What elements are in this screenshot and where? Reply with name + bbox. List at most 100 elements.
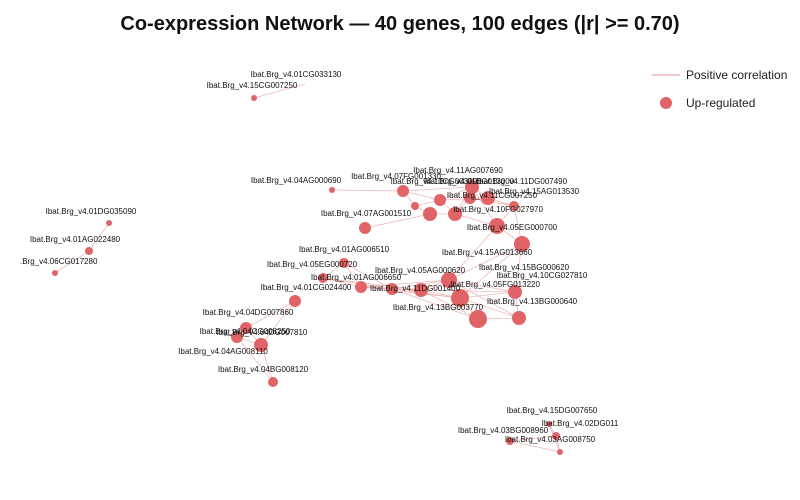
edge-ibat-brg-v4-07fg001330-ibat-brg-v4-11ag007690 <box>402 186 473 192</box>
node-ibat-brg-v4-05fg013220[interactable] <box>451 289 469 307</box>
node-ibat-brg-v4-13bg000640[interactable] <box>512 311 526 325</box>
node-label-ibat-brg-v4-13bg000640: Ibat.Brg_v4.13BG000640 <box>487 297 578 306</box>
node-ibat-brg-v4-07fg001330[interactable] <box>397 185 409 197</box>
node-ibat-brg-v4-01ag006510[interactable] <box>359 222 371 234</box>
node-ibat-brg-v4-02dg011[interactable] <box>552 432 560 440</box>
chart-title: Co-expression Network — 40 genes, 100 ed… <box>120 13 679 35</box>
node-label-ibat-brg-v4-01ag022480: Ibat.Brg_v4.01AG022480 <box>30 235 121 244</box>
node-label-ibat-brg-v4-04ag008110: Ibat.Brg_v4.04AG008110 <box>178 347 268 356</box>
node-ibat-brg-v4-04dg007810[interactable] <box>254 338 268 352</box>
node-ibat-brg-v4-15dg007650[interactable] <box>546 421 552 427</box>
node-label-ibat-brg-v4-15cg007250: Ibat.Brg_v4.15CG007250 <box>207 81 298 90</box>
node-ibat-brg-v4-11ag007690[interactable] <box>465 180 479 194</box>
node-ibat-brg-v4-10cg003000[interactable] <box>411 202 419 210</box>
edge-ibat-brg-v4-03bg008960-ibat-brg-v4-02dg011 <box>509 435 557 442</box>
node-ibat-brg-v4-03ag008750[interactable] <box>557 449 563 455</box>
node-label-ibat-brg-v4-01cg024400: Ibat.Brg_v4.01CG024400 <box>261 283 352 292</box>
node-label-ibat-brg-v4-03ag008750: Ibat.Brg_v4.03AG008750 <box>505 435 596 444</box>
edge-ibat-brg-v4-04dg007860-ibat-brg-v4-04cg008250 <box>245 300 296 329</box>
node-layer <box>52 95 563 455</box>
node-label-ibat-brg-v4-15ag013660: Ibat.Brg_v4.15AG013660 <box>442 248 533 257</box>
node-ibat-brg-v4-01ag022480[interactable] <box>85 247 93 255</box>
node-label-ibat-brg-v4-01ag006650: Ibat.Brg_v4.01AG006650 <box>311 273 402 282</box>
node-label-ibat-brg-v4-02dg011: Ibat.Brg_v4.02DG011 <box>542 419 619 428</box>
node-ibat-brg-v4-11dg007490[interactable] <box>481 191 495 205</box>
node-label-ibat-brg-v4-15bg000620: Ibat.Brg_v4.15BG000620 <box>479 263 570 272</box>
node-ibat-brg-v4-01cg024400[interactable] <box>355 281 367 293</box>
node-label-ibat-brg-v4-01ag006510: Ibat.Brg_v4.01AG006510 <box>299 245 390 254</box>
edge-ibat-brg-v4-01ag022480-ibat-brg-v4-01dg035090 <box>88 222 110 252</box>
edge-ibat-brg-v4-04ag000690-ibat-brg-v4-07fg001330 <box>331 189 404 192</box>
edge-ibat-brg-v4-15ag013660-ibat-brg-v4-15bg000620 <box>448 243 523 281</box>
legend-label-up: Up-regulated <box>686 96 755 110</box>
node-ibat-brg-v4-13bg003770[interactable] <box>469 310 487 328</box>
node-label-ibat-brg-v4-07fg001330: Ibat.Brg_v4.07FG001330 <box>351 172 441 181</box>
legend-dot-swatch <box>660 97 672 109</box>
node-label-ibat-brg-v4-10cg003000: Ibat.Brg_v4.10CG003000 <box>391 177 482 186</box>
edge-ibat-brg-v4-15ag013660-ibat-brg-v4-05fg013220 <box>459 243 523 299</box>
node-ibat-brg-v4-04dg007860[interactable] <box>289 295 301 307</box>
node-label-ibat-brg-v4-11ag007690: Ibat.Brg_v4.11AG007690 <box>413 166 503 175</box>
node-ibat-brg-v4-15bg000620[interactable] <box>441 272 457 288</box>
edge-ibat-brg-v4-05eg000700-ibat-brg-v4-15bg000620 <box>448 225 498 281</box>
node-ibat-brg-v4-15ag013530[interactable] <box>509 201 519 211</box>
edge-ibat-brg-v4-04dg007860-ibat-brg-v4-04dg007810 <box>260 300 296 346</box>
node-ibat-brg-v4-01ag006650[interactable] <box>318 273 328 283</box>
node-label-ibat-brg-v4-04ag000690: Ibat.Brg_v4.04AG000690 <box>251 176 342 185</box>
node-ibat-brg-v4-04bg008120[interactable] <box>268 377 278 387</box>
node-ibat-brg-v4-15ag013660[interactable] <box>514 236 530 252</box>
node-label-ibat-brg-v4-01dg035090: Ibat.Brg_v4.01DG035090 <box>46 207 137 216</box>
node-label-ibat-brg-v4-13bg003770: Ibat.Brg_v4.13BG003770 <box>393 303 484 312</box>
node-ibat-brg-v4-06cg017280[interactable] <box>52 270 58 276</box>
node-ibat-brg-v4-11dg001400[interactable] <box>414 283 428 297</box>
node-label-ibat-brg-v4-15dg007650: Ibat.Brg_v4.15DG007650 <box>507 406 598 415</box>
edge-ibat-brg-v4-05fg013220-ibat-brg-v4-13bg000640 <box>459 297 520 319</box>
edge-ibat-brg-v4-07fg001330-ibat-brg-v4-01eg013000 <box>402 190 441 201</box>
edge-ibat-brg-v4-01ag006650-ibat-brg-v4-11dg001400 <box>322 277 422 291</box>
legend: Positive correlation Up-regulated <box>652 68 787 110</box>
node-ibat-brg-v4-07ag001510[interactable] <box>423 207 437 221</box>
node-ibat-brg-v4-15cg007250[interactable] <box>251 95 257 101</box>
node-ibat-brg-v4-03bg008960[interactable] <box>506 437 514 445</box>
node-label-ibat-brg-v4-10cg027810: Ibat.Brg_v4.10CG027810 <box>497 271 588 280</box>
edge-ibat-brg-v4-01cg033130-ibat-brg-v4-15cg007250 <box>253 83 306 99</box>
node-ibat-brg-v4-10fg027970[interactable] <box>448 207 462 221</box>
edge-ibat-brg-v4-07ag001510-ibat-brg-v4-01ag006510 <box>364 213 431 229</box>
node-ibat-brg-v4-05eg000700[interactable] <box>489 218 505 234</box>
edge-ibat-brg-v4-01ag022480-ibat-brg-v4-06cg017280 <box>54 250 90 274</box>
edge-ibat-brg-v4-15bg000620-ibat-brg-v4-10cg027810 <box>448 279 516 293</box>
edge-ibat-brg-v4-15ag013660-ibat-brg-v4-10cg027810 <box>514 243 523 293</box>
edge-ibat-brg-v4-05ag000620-ibat-brg-v4-13bg003770 <box>391 288 479 320</box>
node-label-ibat-brg-v4-04dg007810: Ibat.Brg_v4.04DG007810 <box>217 328 308 337</box>
edge-ibat-brg-v4-04ag008110-ibat-brg-v4-04bg008120 <box>236 336 274 383</box>
legend-label-positive: Positive correlation <box>686 68 787 82</box>
node-ibat-brg-v4-04ag008110[interactable] <box>231 331 243 343</box>
node-label-ibat-brg-v4-05eg000720: Ibat.Brg_v4.05EG000720 <box>267 260 358 269</box>
node-label-ibat-brg-v4-06cg017280: .Brg_v4.06CG017280 <box>20 257 98 266</box>
node-ibat-brg-v4-11cg007250[interactable] <box>464 192 476 204</box>
node-ibat-brg-v4-01dg035090[interactable] <box>106 220 112 226</box>
node-ibat-brg-v4-04ag000690[interactable] <box>329 187 335 193</box>
node-label-ibat-brg-v4-07ag001510: Ibat.Brg_v4.07AG001510 <box>321 209 412 218</box>
node-ibat-brg-v4-05ag000620[interactable] <box>386 283 398 295</box>
edge-ibat-brg-v4-01cg024400-ibat-brg-v4-15bg000620 <box>360 279 450 288</box>
node-label-ibat-brg-v4-11dg007490: Ibat.Brg_v4.11DG007490 <box>477 177 568 186</box>
node-label-ibat-brg-v4-01cg033130: Ibat.Brg_v4.01CG033130 <box>251 70 342 79</box>
node-label-ibat-brg-v4-01eg013000: Ibat.Brg_v4.01EG013000 <box>424 177 515 186</box>
node-ibat-brg-v4-01eg013000[interactable] <box>434 194 446 206</box>
node-label-ibat-brg-v4-04bg008120: Ibat.Brg_v4.04BG008120 <box>218 365 309 374</box>
edge-ibat-brg-v4-15bg000620-ibat-brg-v4-13bg000640 <box>448 279 520 319</box>
node-label-ibat-brg-v4-04dg007860: Ibat.Brg_v4.04DG007860 <box>203 308 294 317</box>
edge-ibat-brg-v4-01ag006650-ibat-brg-v4-01cg024400 <box>322 277 362 288</box>
node-ibat-brg-v4-04cg008250[interactable] <box>240 322 252 334</box>
node-label-ibat-brg-v4-05eg000700: Ibat.Brg_v4.05EG000700 <box>467 223 558 232</box>
node-ibat-brg-v4-10cg027810[interactable] <box>508 285 522 299</box>
node-label-ibat-brg-v4-05ag000620: Ibat.Brg_v4.05AG000620 <box>375 266 466 275</box>
node-label-ibat-brg-v4-04cg008250: Ibat.Brg_v4.04CG008250 <box>200 327 291 336</box>
edge-ibat-brg-v4-03bg008960-ibat-brg-v4-03ag008750 <box>509 440 561 453</box>
label-layer: Ibat.Brg_v4.01CG033130 Ibat.Brg_v4.15CG00… <box>20 70 619 444</box>
node-ibat-brg-v4-05eg000720[interactable] <box>339 258 349 268</box>
edge-ibat-brg-v4-01cg024400-ibat-brg-v4-05fg013220 <box>360 286 461 299</box>
node-label-ibat-brg-v4-05fg013220: Ibat.Brg_v4.05FG013220 <box>450 280 540 289</box>
